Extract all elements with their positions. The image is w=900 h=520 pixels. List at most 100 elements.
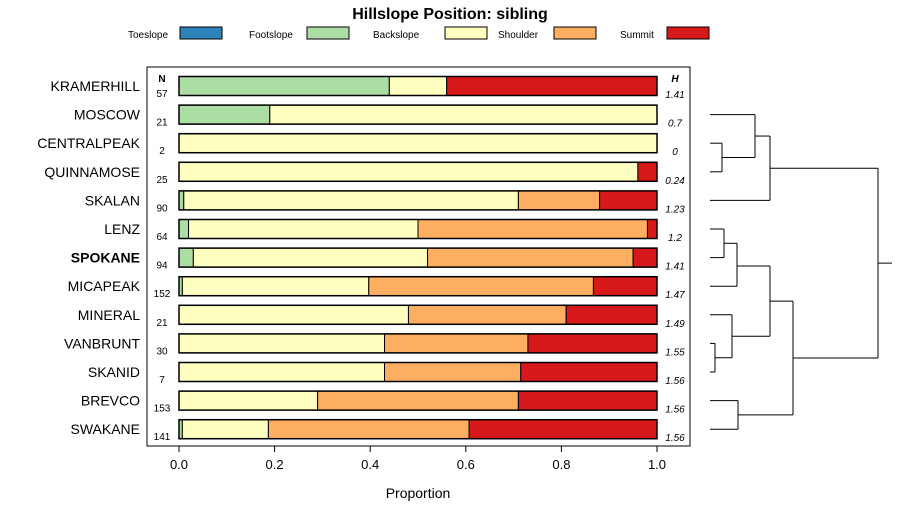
bar-segment: [178, 362, 386, 382]
bar-outline: [178, 333, 658, 354]
bar-row: LENZ 64 1.2: [104, 218, 682, 244]
row-label: BREVCO: [81, 393, 140, 409]
bar-segment: [178, 161, 639, 182]
h-value: 1.2: [668, 233, 682, 244]
n-value: 90: [156, 203, 168, 214]
bar-segment: [388, 76, 448, 96]
legend: Toeslope Footslope Backslope Shoulder Summit: [128, 26, 710, 41]
bar-outline: [178, 390, 658, 411]
h-value: 0.24: [665, 176, 685, 187]
x-tick-label: 0.6: [457, 457, 475, 472]
h-value: 1.41: [665, 262, 684, 273]
legend-label: Backslope: [373, 30, 420, 41]
bar-outline: [178, 161, 658, 183]
bar-segment: [181, 276, 370, 297]
h-value: 1.56: [665, 433, 685, 444]
bar-outline: [178, 418, 658, 440]
x-axis: 0.0 0.2 0.4 0.6 0.8 1.0: [170, 446, 666, 472]
h-value: 1.49: [665, 319, 685, 330]
bar-segment: [178, 104, 271, 125]
n-value: 94: [156, 261, 168, 272]
bar-segment: [192, 247, 429, 268]
n-value: 7: [159, 375, 165, 386]
bar-segment: [368, 276, 594, 297]
bar-segment: [178, 390, 319, 411]
x-tick-label: 0.0: [170, 457, 188, 472]
h-value: 0.7: [668, 119, 682, 130]
row-label: SPOKANE: [71, 250, 140, 266]
bar-row: MICAPEAK 152 1.47: [68, 275, 685, 301]
bar-segment: [527, 333, 658, 354]
h-column-header: H: [671, 74, 679, 85]
bar-segment: [565, 304, 658, 325]
x-tick-label: 0.8: [552, 457, 570, 472]
x-tick-label: 0.2: [266, 457, 284, 472]
bar-segment: [181, 419, 269, 440]
bar-segment: [178, 76, 390, 96]
bar-segment: [592, 276, 658, 297]
row-label: MOSCOW: [74, 107, 141, 123]
n-value: 64: [156, 232, 168, 243]
h-value: 1.23: [665, 204, 685, 215]
bar-segment: [517, 190, 601, 211]
bar-row: MINERAL 21 1.49: [78, 304, 685, 330]
bar-segment: [468, 419, 658, 440]
row-label: LENZ: [104, 221, 140, 237]
h-value: 1.41: [665, 90, 684, 101]
bar-segment: [520, 362, 658, 382]
bar-segment: [183, 190, 519, 211]
bar-segment: [178, 133, 658, 154]
row-label: CENTRALPEAK: [37, 135, 140, 151]
bar-row: MOSCOW 21 0.7: [74, 104, 682, 130]
legend-label: Toeslope: [128, 30, 168, 41]
bar-segment: [178, 304, 409, 325]
n-column-header: N: [158, 74, 165, 85]
row-label: MICAPEAK: [68, 278, 141, 294]
bar-segment: [417, 219, 648, 239]
bar-segment: [446, 76, 658, 96]
bar-row: QUINNAMOSE 25 0.24: [44, 161, 685, 187]
row-label: SKALAN: [85, 192, 140, 208]
bar-segment: [427, 247, 634, 268]
h-value: 1.56: [665, 376, 685, 387]
legend-label: Shoulder: [498, 30, 539, 41]
n-value: 152: [154, 289, 171, 300]
n-value: 25: [156, 175, 168, 186]
x-tick-label: 0.4: [361, 457, 379, 472]
bar-row: KRAMERHILL 57 1.41: [51, 75, 685, 101]
bar-segment: [384, 362, 522, 382]
plot-frame: [146, 66, 691, 447]
n-value: 57: [156, 89, 168, 100]
bar-segment: [178, 247, 194, 268]
h-value: 0: [672, 147, 678, 158]
bar-segment: [407, 304, 567, 325]
chart-title: Hillslope Position: sibling: [352, 6, 548, 23]
n-value: 21: [156, 318, 168, 329]
row-label: VANBRUNT: [64, 335, 140, 351]
row-label: SKANID: [88, 364, 140, 380]
bar-segment: [646, 219, 658, 239]
bar-outline: [178, 304, 658, 326]
bar-rows: KRAMERHILL 57 1.41 MOSCOW 21 0.7 CENTRALPEAK 2 0…: [37, 75, 685, 444]
h-value: 1.56: [665, 405, 685, 416]
h-value: 1.47: [665, 290, 685, 301]
row-label: QUINNAMOSE: [44, 164, 140, 180]
bar-row: CENTRALPEAK 2 0: [37, 132, 678, 158]
bar-row: SKALAN 90 1.23: [85, 190, 685, 215]
bar-segment: [599, 190, 658, 211]
x-tick-label: 1.0: [648, 457, 666, 472]
bar-outline: [178, 247, 658, 268]
dendrogram: [710, 114, 892, 430]
row-label: MINERAL: [78, 307, 140, 323]
bar-outline: [178, 75, 658, 97]
legend-swatch: [553, 26, 597, 40]
bar-outline: [178, 104, 658, 125]
x-axis-label: Proportion: [386, 485, 451, 501]
bar-segment: [267, 419, 470, 440]
legend-swatch: [179, 26, 223, 40]
n-value: 141: [154, 432, 171, 443]
bar-row: SKANID 7 1.56: [88, 361, 685, 387]
bar-segment: [188, 219, 419, 239]
bar-segment: [269, 104, 658, 125]
